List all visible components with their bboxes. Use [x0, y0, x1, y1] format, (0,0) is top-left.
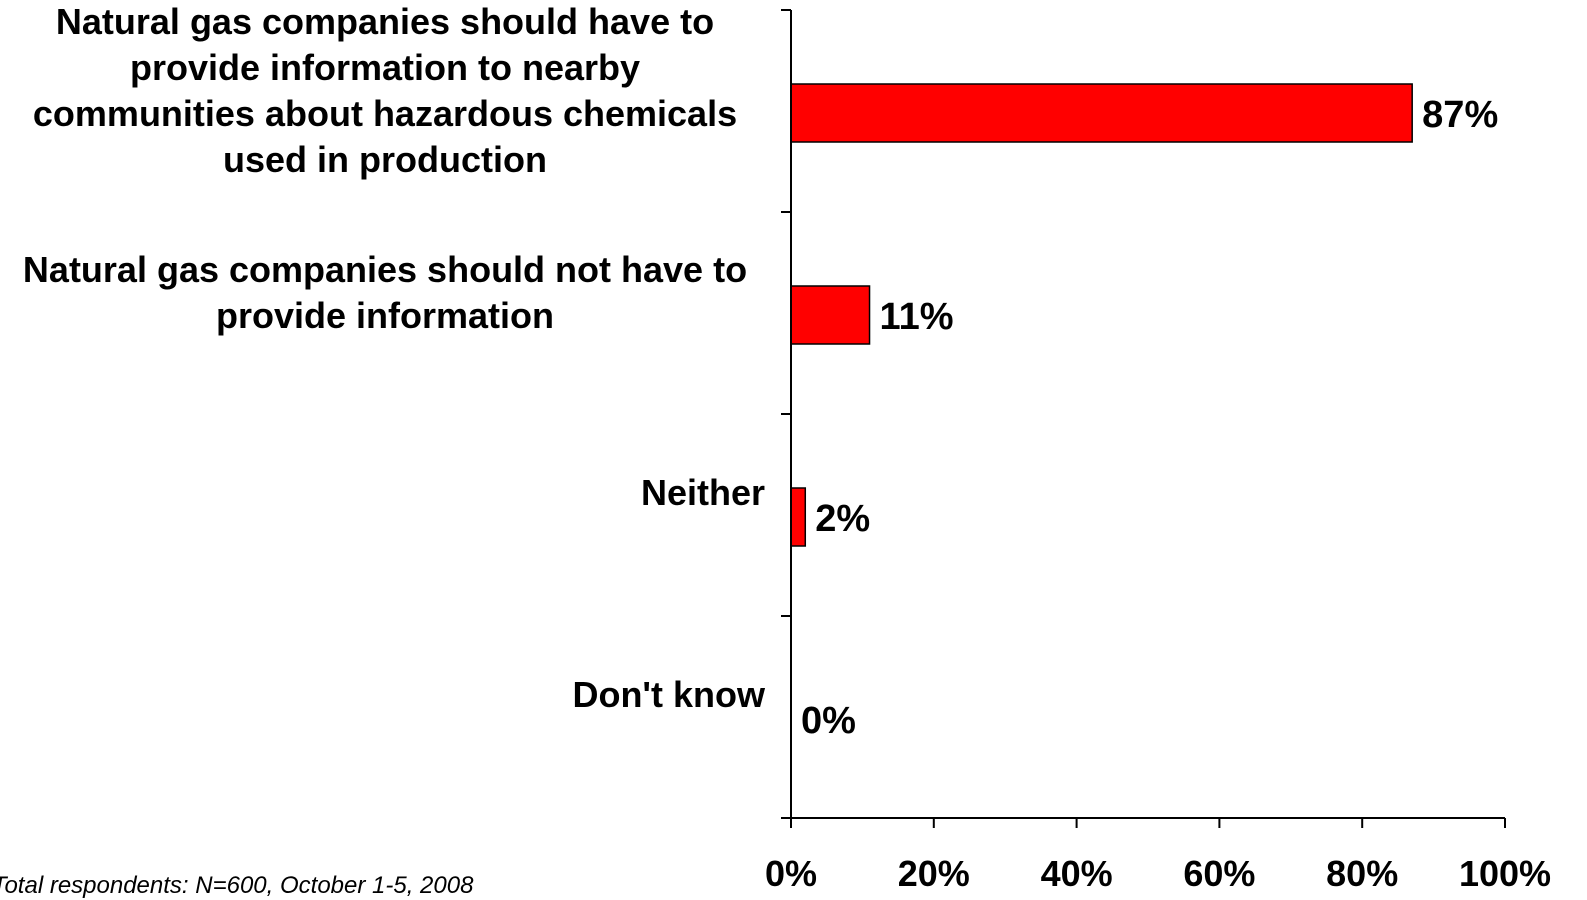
category-label-line: used in production	[223, 139, 547, 180]
bar-value-label: 0%	[801, 700, 856, 742]
value-axis-tick-label: 40%	[1041, 853, 1113, 894]
footnote: Total respondents: N=600, October 1-5, 2…	[0, 872, 474, 899]
category-label-line: communities about hazardous chemicals	[32, 93, 738, 134]
category-label: Natural gas companies should have to prov…	[5, 0, 765, 183]
value-axis-tick-label: 0%	[765, 853, 817, 894]
category-label-line: Natural gas companies should not have to	[22, 249, 748, 290]
category-label-line: Natural gas companies should have to	[55, 1, 715, 42]
bar	[790, 285, 871, 345]
category-label-line: provide information	[215, 295, 554, 336]
bar-value-label: 87%	[1422, 94, 1498, 136]
value-axis-tick-label: 80%	[1326, 853, 1398, 894]
bar	[790, 487, 807, 547]
value-axis-tick-label: 20%	[898, 853, 970, 894]
bar-value-label: 2%	[815, 498, 870, 540]
category-label: Don't know	[5, 672, 765, 718]
bar-value-label: 11%	[880, 296, 954, 338]
category-label-line: Don't know	[572, 674, 765, 715]
category-label-line: Neither	[640, 472, 765, 513]
category-label: Neither	[5, 470, 765, 516]
category-label: Natural gas companies should not have to…	[5, 247, 765, 339]
category-label-line: provide information to nearby	[129, 47, 641, 88]
value-axis-tick-label: 60%	[1183, 853, 1255, 894]
value-axis-tick-label: 100%	[1459, 853, 1551, 894]
bar	[790, 83, 1413, 143]
